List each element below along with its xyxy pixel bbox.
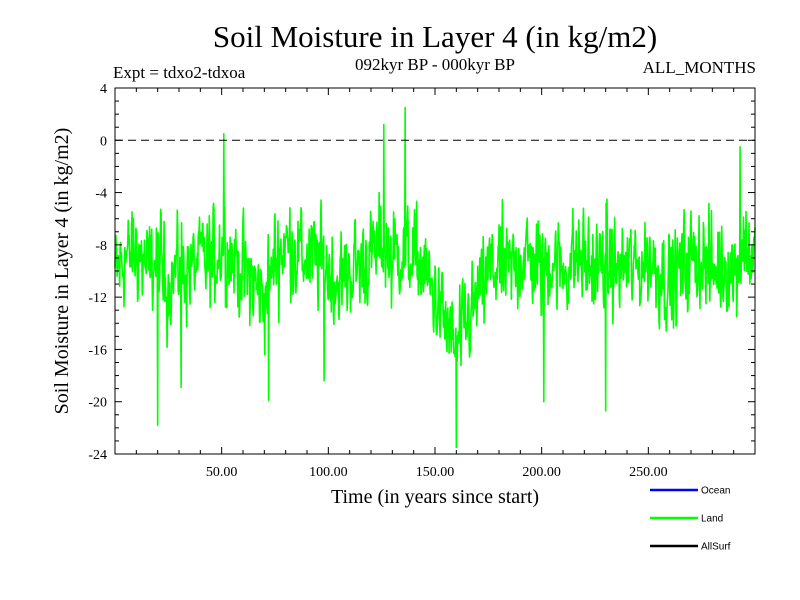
y-tick-label: -8 (95, 239, 107, 254)
y-tick-label: -20 (88, 396, 107, 411)
legend: Ocean Land AllSurf (650, 486, 731, 553)
period-label: 092kyr BP - 000kyr BP (355, 55, 515, 74)
y-tick-label: 4 (100, 82, 107, 97)
x-tick-label: 100.00 (309, 465, 348, 480)
y-tick-label: -24 (88, 448, 107, 463)
legend-label: Ocean (701, 486, 730, 497)
legend-label: Land (701, 514, 723, 525)
series-line-land (114, 106, 756, 449)
months-label: ALL_MONTHS (643, 58, 756, 77)
y-axis-title: Soil Moisture in Layer 4 (in kg/m2) (51, 128, 73, 415)
x-tick-label: 200.00 (522, 465, 561, 480)
y-tick-label: 0 (100, 134, 107, 149)
axis-layer: 4 0 -4 -8 -12 -16 -20 -24 50.00 100.00 150.00 200.0… (88, 82, 755, 480)
legend-label: AllSurf (701, 542, 731, 553)
data-layer (114, 106, 756, 449)
chart-title: Soil Moisture in Layer 4 (in kg/m2) (213, 19, 657, 54)
x-tick-label: 150.00 (416, 465, 455, 480)
x-axis-title: Time (in years since start) (331, 486, 539, 508)
plot-frame (114, 87, 756, 455)
y-tick-label: -12 (88, 291, 107, 306)
experiment-label: Expt = tdxo2-tdxoa (113, 63, 246, 82)
y-tick-label: -16 (88, 343, 107, 358)
x-tick-label: 250.00 (629, 465, 668, 480)
x-tick-label: 50.00 (206, 465, 238, 480)
y-tick-label: -4 (95, 187, 107, 202)
